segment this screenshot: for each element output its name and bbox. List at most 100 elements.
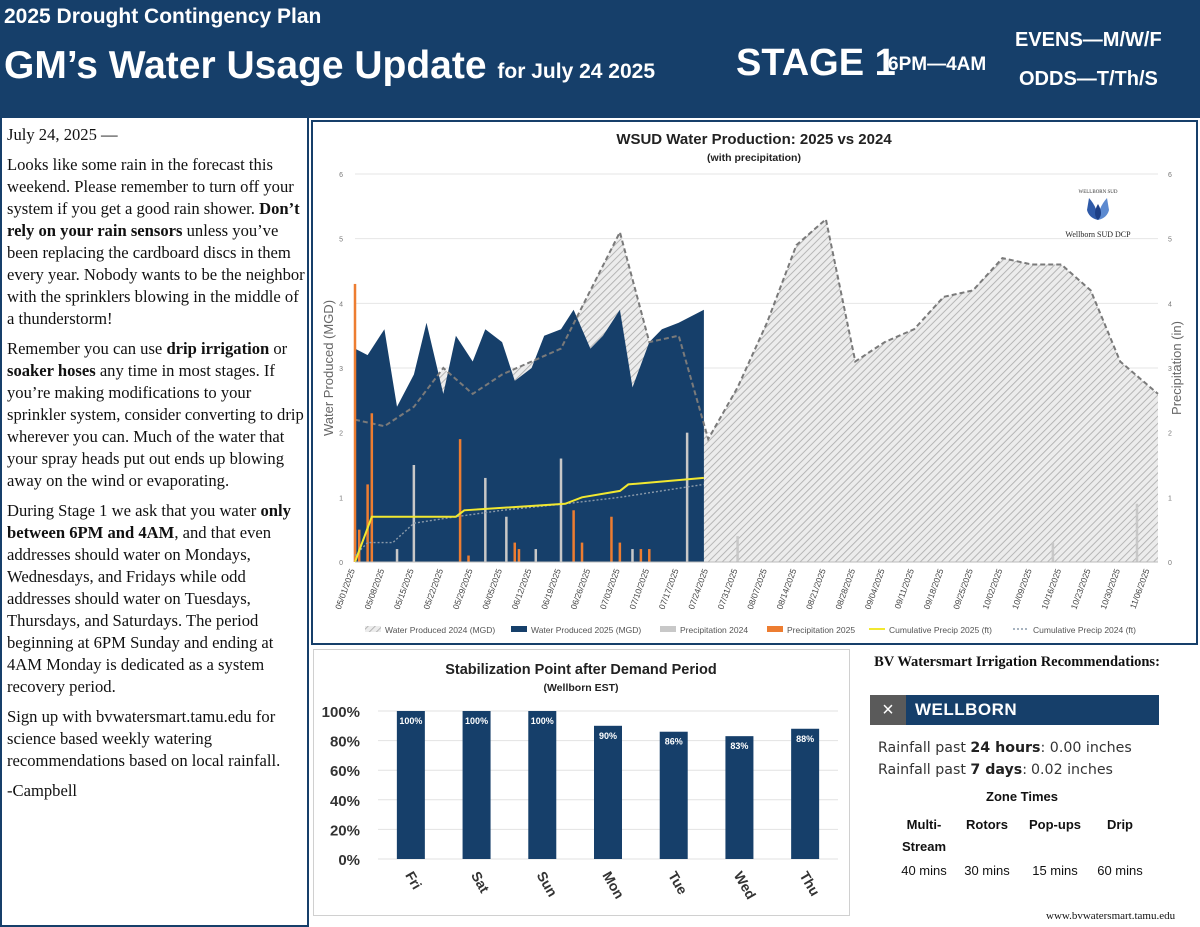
precip-2024-bar [736,536,739,562]
stabilization-bar [396,711,425,859]
odds-schedule: ODDS—T/Th/S [1019,68,1158,90]
y2-tick-label: 6 [1168,172,1172,179]
letter-panel: July 24, 2025 — Looks like some rain in … [0,118,309,927]
precip-2024-bar [395,549,399,562]
x-tick-label: 06/05/2025 [480,567,504,611]
page-title-main: GM’s Water Usage Update [4,44,487,87]
x-tick-label: 07/17/2025 [657,567,681,611]
production-chart: WSUD Water Production: 2025 vs 2024 (with… [311,120,1198,645]
legend-label: Cumulative Precip 2025 (ft) [889,625,992,635]
y-tick-label: 0% [338,852,360,869]
y-tick-label: 0 [339,560,343,567]
y-tick-label: 20% [330,822,360,839]
bar-chart-title: Stabilization Point after Demand Period [445,662,717,678]
x-tick-label: 07/31/2025 [716,567,740,611]
y-tick-label: 1 [339,495,343,502]
legend-label: Water Produced 2024 (MGD) [385,625,495,635]
production-chart-svg: WSUD Water Production: 2025 vs 2024 (with… [321,131,1184,635]
y2-axis-label: Precipitation (in) [1169,321,1184,415]
x-tick-label: Mon [599,869,627,902]
precip-2025-bar [648,549,651,562]
letter-body: July 24, 2025 — Looks like some rain in … [7,124,307,810]
y-tick-label: 3 [339,366,343,373]
precip-2024-bar [559,458,563,562]
page-title: GM’s Water Usage Update for July 24 2025 [4,44,655,88]
rainfall-7d: Rainfall past 7 days: 0.02 inches [878,762,1158,778]
bar-value-label: 83% [730,741,748,751]
y-tick-label: 4 [339,301,343,308]
precip-2024-bar [412,465,416,562]
legend-label: Precipitation 2024 [680,625,748,635]
text-run: Looks like some rain in the forecast thi… [7,155,294,218]
text-run: During Stage 1 we ask that you water [7,501,261,520]
x-tick-label: 05/29/2025 [451,567,475,611]
legend-swatch [511,626,527,632]
precip-2025-bar [580,542,584,562]
stabilization-bar [791,728,820,859]
precip-2025-bar [610,516,613,562]
legend-swatch [365,626,381,632]
y-tick-label: 6 [339,172,343,179]
x-tick-label: 09/11/2025 [892,567,916,610]
precip-2024-bar [505,516,508,562]
stabilization-bar [462,711,491,859]
y2-tick-label: 5 [1168,237,1172,244]
bar-value-label: 100% [465,716,488,726]
precip-2024-bar [1051,542,1055,562]
rainfall-24h: Rainfall past 24 hours: 0.00 inches [878,740,1132,756]
precip-2024-bar [685,432,689,562]
precip-2024-bar [1135,503,1139,562]
stabilization-bar [594,725,622,859]
logo-caption: Wellborn SUD DCP [1065,230,1131,239]
zone-name: Rotors [966,817,1008,832]
x-tick-label: 08/07/2025 [745,567,769,611]
zone-name: Multi-Stream [901,817,947,854]
bold-run: 24 hours [970,740,1041,756]
x-tick-label: Sat [468,869,493,896]
x-tick-label: 05/01/2025 [333,567,357,611]
precip-2024-bar [484,477,487,562]
x-tick-label: 06/12/2025 [510,567,534,611]
y-tick-label: 60% [330,763,360,780]
website-link[interactable]: www.bvwatersmart.tamu.edu [1046,910,1176,922]
close-icon[interactable]: × [870,695,906,725]
precip-2024-bar [631,549,634,562]
x-tick-label: 11/06/2025 [1128,567,1152,610]
y-tick-label: 40% [330,793,360,810]
text-run: any time in most stages. If you’re makin… [7,361,304,490]
x-tick-label: 10/09/2025 [1010,567,1034,611]
bold-run: drip irrigation [166,339,270,358]
x-tick-label: Wed [731,869,760,902]
letter-signature: -Campbell [7,781,78,800]
x-tick-label: 08/21/2025 [804,567,828,611]
zone-time: 15 mins [1032,863,1078,878]
y-tick-label: 80% [330,734,360,751]
y-tick-label: 2 [339,431,343,438]
text-run: or [269,339,288,358]
x-tick-label: 09/18/2025 [922,567,946,611]
legend-label: Precipitation 2025 [787,625,855,635]
x-tick-label: 10/23/2025 [1069,567,1093,611]
x-tick-label: Tue [665,869,691,898]
letter-paragraph: Sign up with bvwatersmart.tamu.edu for s… [7,707,281,770]
evens-schedule: EVENS—M/W/F [1015,29,1162,51]
precip-2025-bar [458,439,462,562]
zone-times-title: Zone Times [986,789,1059,804]
letter-date: July 24, 2025 — [7,125,118,144]
precip-2025-bar [357,529,361,562]
bar-chart-subtitle: (Wellborn EST) [543,682,618,694]
x-tick-label: 09/25/2025 [951,567,975,611]
chart-title: WSUD Water Production: 2025 vs 2024 [616,131,892,148]
bar-value-label: 100% [399,716,422,726]
stage-label: STAGE 1 [736,42,896,84]
stabilization-chart-svg: Stabilization Point after Demand Period (… [322,662,838,902]
y2-tick-label: 2 [1168,431,1172,438]
legend-label: Cumulative Precip 2024 (ft) [1033,625,1136,635]
y-tick-label: 100% [322,704,360,721]
letter-paragraph: Looks like some rain in the forecast thi… [7,154,307,330]
letter-paragraph: Remember you can use drip irrigation or … [7,338,307,492]
y2-tick-label: 0 [1168,560,1172,567]
zone-rotors: Rotors 30 mins [956,814,1018,878]
stabilization-bar [659,731,688,859]
bar-value-label: 86% [665,737,683,747]
